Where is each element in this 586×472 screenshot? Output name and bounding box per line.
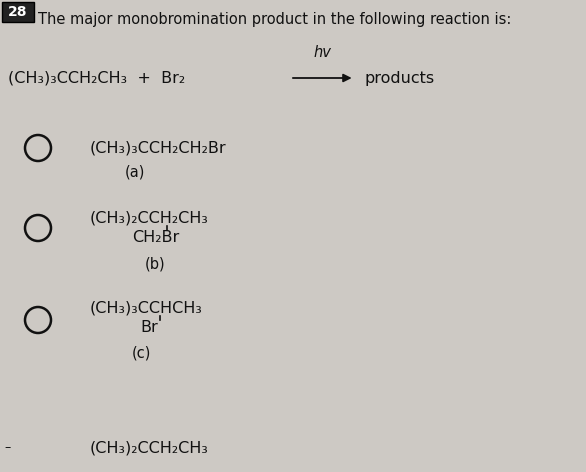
Text: CH₂Br: CH₂Br [132,230,179,245]
Text: (c): (c) [132,346,151,361]
Text: products: products [364,70,435,85]
Text: 28: 28 [8,5,28,19]
Text: Br: Br [140,320,158,336]
Text: (b): (b) [145,256,166,271]
Text: (CH₃)₃CCH₂CH₂Br: (CH₃)₃CCH₂CH₂Br [90,141,227,155]
Text: (CH₃)₂CCH₂CH₃: (CH₃)₂CCH₂CH₃ [90,440,209,455]
Text: The major monobromination product in the following reaction is:: The major monobromination product in the… [38,12,512,27]
FancyBboxPatch shape [2,2,34,22]
Text: (CH₃)₃CCH₂CH₃  +  Br₂: (CH₃)₃CCH₂CH₃ + Br₂ [8,70,185,85]
Text: (a): (a) [125,165,145,179]
Text: (CH₃)₃CCHCH₃: (CH₃)₃CCHCH₃ [90,301,203,315]
Text: hv: hv [314,45,331,60]
Text: (CH₃)₂CCH₂CH₃: (CH₃)₂CCH₂CH₃ [90,211,209,226]
Text: –: – [4,441,10,455]
